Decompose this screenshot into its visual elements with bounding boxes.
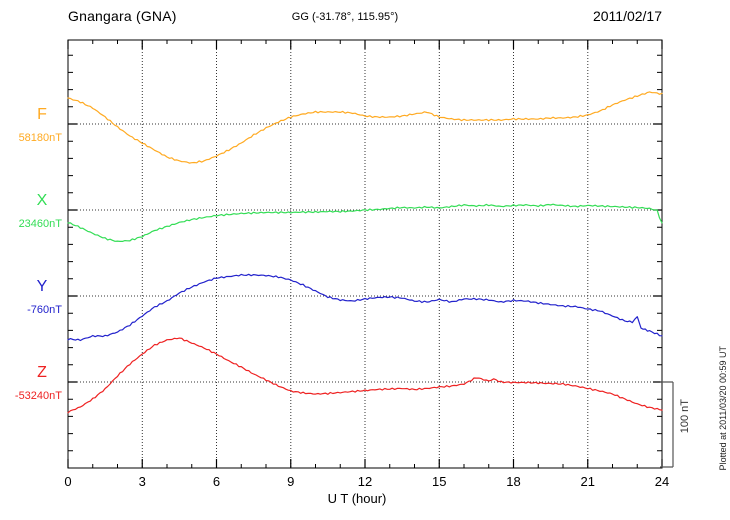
component-baseline-value-F: 58180nT xyxy=(18,132,62,144)
station-coordinates: GG (-31.78°, 115.95°) xyxy=(291,11,399,23)
component-letter-Y: Y xyxy=(36,278,48,295)
x-tick-label-3: 3 xyxy=(138,474,146,489)
series-X xyxy=(67,203,663,242)
component-baseline-value-X: 23460nT xyxy=(18,218,62,230)
plot-date: 2011/02/17 xyxy=(592,8,662,24)
plot-frame xyxy=(67,39,663,469)
plotted-at-note: Plotted at 2011/03/20 00:59 UT xyxy=(718,345,728,470)
vertical-gridlines xyxy=(141,40,589,468)
component-letter-F: F xyxy=(37,106,47,123)
component-baseline-value-Y: -760nT xyxy=(27,304,62,316)
series-F xyxy=(67,91,663,164)
component-letter-Z: Z xyxy=(37,364,47,381)
scale-bar xyxy=(660,381,674,468)
component-letter-X: X xyxy=(36,192,48,209)
x-tick-label-12: 12 xyxy=(357,474,373,489)
station-title: Gnangara (GNA) xyxy=(68,8,177,24)
x-tick-label-6: 6 xyxy=(212,474,221,489)
component-baseline-value-Z: -53240nT xyxy=(14,390,62,402)
x-tick-label-15: 15 xyxy=(432,474,447,489)
minor-ticks xyxy=(68,40,662,468)
x-tick-label-0: 0 xyxy=(64,474,72,489)
x-tick-label-9: 9 xyxy=(287,474,295,489)
series-Z xyxy=(67,337,663,414)
scale-bar-label: 100 nT xyxy=(679,399,691,434)
x-tick-label-18: 18 xyxy=(506,474,521,489)
x-tick-label-24: 24 xyxy=(654,474,670,489)
x-axis-label: U T (hour) xyxy=(327,491,387,506)
series-Y xyxy=(67,273,663,342)
x-tick-label-21: 21 xyxy=(580,474,595,489)
